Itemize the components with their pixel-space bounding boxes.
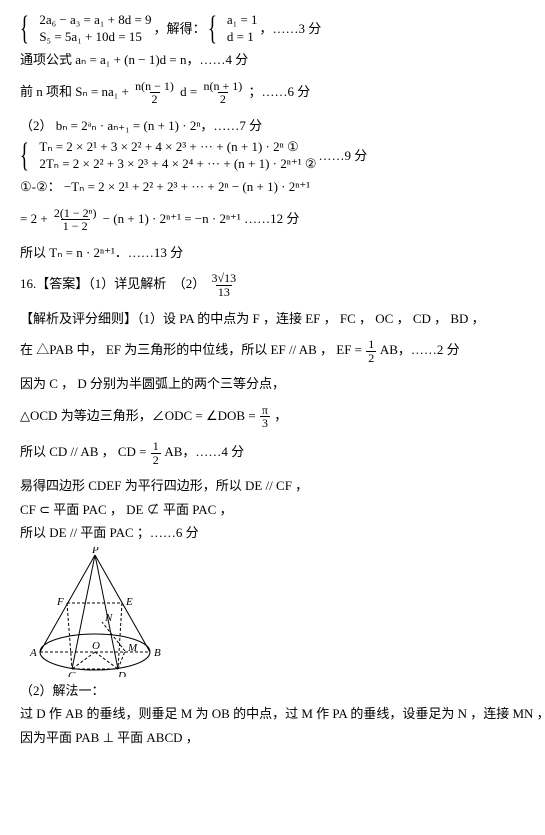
cone-diagram: P A B C D O M E F N bbox=[20, 547, 525, 677]
svg-text:B: B bbox=[154, 647, 161, 659]
midline-step: 在 △PAB 中， EF 为三角形的中位线，所以 EF // AB ， EF =… bbox=[20, 338, 525, 364]
bn-formula: （2） bₙ = 2ᵃₙ · aₙ₊₁ = (n + 1) · 2ⁿ，……7 分 bbox=[20, 116, 525, 136]
subset-step: CF ⊂ 平面 PAC ， DE ⊄ 平面 PAC ， bbox=[20, 500, 525, 520]
system-2: { Tₙ = 2 × 2¹ + 3 × 2² + 4 × 2³ + ··· + … bbox=[20, 139, 525, 173]
svg-text:O: O bbox=[92, 640, 100, 652]
fraction: 3√13 13 bbox=[210, 272, 239, 298]
svg-text:E: E bbox=[125, 596, 133, 608]
eq: 2a₆ − a₃ = a₁ + 8d = 9 bbox=[39, 12, 151, 29]
problem-16-answer: 16.【答案】（1）详见解析 （2） 3√13 13 bbox=[20, 272, 525, 298]
svg-text:F: F bbox=[56, 596, 64, 608]
eq: a₁ = 1 bbox=[227, 12, 258, 29]
score: ，……3 分 bbox=[260, 19, 322, 39]
parallel-plane-step: 所以 DE // 平面 PAC ；……6 分 bbox=[20, 523, 525, 543]
fraction: 2(1 − 2ⁿ) 1 − 2 bbox=[52, 207, 99, 233]
plane-perp-step: 因为平面 PAB ⊥ 平面 ABCD ， bbox=[20, 728, 525, 748]
sum-formula: 前 n 项和 Sₙ = na₁ + n(n − 1) 2 d = n(n + 1… bbox=[20, 80, 525, 106]
fraction: 1 2 bbox=[366, 338, 376, 364]
cd-parallel-step: 所以 CD // AB ， CD = 1 2 AB，……4 分 bbox=[20, 440, 525, 466]
equilateral-step: △OCD 为等边三角形，∠ODC = ∠DOB = π 3 ， bbox=[20, 404, 525, 430]
analysis-heading: 【解析及评分细则】（1）设 PA 的中点为 F ，连接 EF ， FC ， OC… bbox=[20, 309, 525, 329]
svg-text:C: C bbox=[68, 670, 76, 677]
tn-result: 所以 Tₙ = n · 2ⁿ⁺¹．……13 分 bbox=[20, 243, 525, 263]
fraction: n(n − 1) 2 bbox=[133, 80, 176, 106]
subtract-step: ①-②： −Tₙ = 2 × 2¹ + 2² + 2³ + ··· + 2ⁿ −… bbox=[20, 177, 525, 197]
eq: d = 1 bbox=[227, 29, 258, 46]
svg-text:N: N bbox=[104, 612, 113, 624]
parallelogram-step: 易得四边形 CDEF 为平行四边形，所以 DE // CF ， bbox=[20, 476, 525, 496]
method-heading: （2）解法一： bbox=[20, 681, 525, 701]
svg-text:P: P bbox=[91, 547, 99, 556]
svg-text:M: M bbox=[127, 642, 138, 654]
simplify-step: = 2 + 2(1 − 2ⁿ) 1 − 2 − (n + 1) · 2ⁿ⁺¹ =… bbox=[20, 207, 525, 233]
text: ，解得： bbox=[154, 19, 206, 39]
fraction: π 3 bbox=[260, 404, 270, 430]
score: ……9 分 bbox=[319, 146, 368, 166]
svg-text:A: A bbox=[29, 647, 37, 659]
eq: 2Tₙ = 2 × 2² + 3 × 2³ + 4 × 2⁴ + ··· + (… bbox=[39, 156, 316, 173]
eq: S₅ = 5a₁ + 10d = 15 bbox=[39, 29, 151, 46]
fraction: n(n + 1) 2 bbox=[202, 80, 245, 106]
trisection-step: 因为 C ， D 分别为半圆弧上的两个三等分点， bbox=[20, 374, 525, 394]
perpendicular-step: 过 D 作 AB 的垂线，则垂足 M 为 OB 的中点，过 M 作 PA 的垂线… bbox=[20, 704, 525, 724]
svg-text:D: D bbox=[117, 670, 126, 677]
fraction: 1 2 bbox=[151, 440, 161, 466]
eq: Tₙ = 2 × 2¹ + 3 × 2² + 4 × 2³ + ··· + (n… bbox=[39, 139, 316, 156]
system-1: { 2a₆ − a₃ = a₁ + 8d = 9 S₅ = 5a₁ + 10d … bbox=[20, 12, 525, 46]
general-term: 通项公式 aₙ = a₁ + (n − 1)d = n，……4 分 bbox=[20, 50, 525, 70]
